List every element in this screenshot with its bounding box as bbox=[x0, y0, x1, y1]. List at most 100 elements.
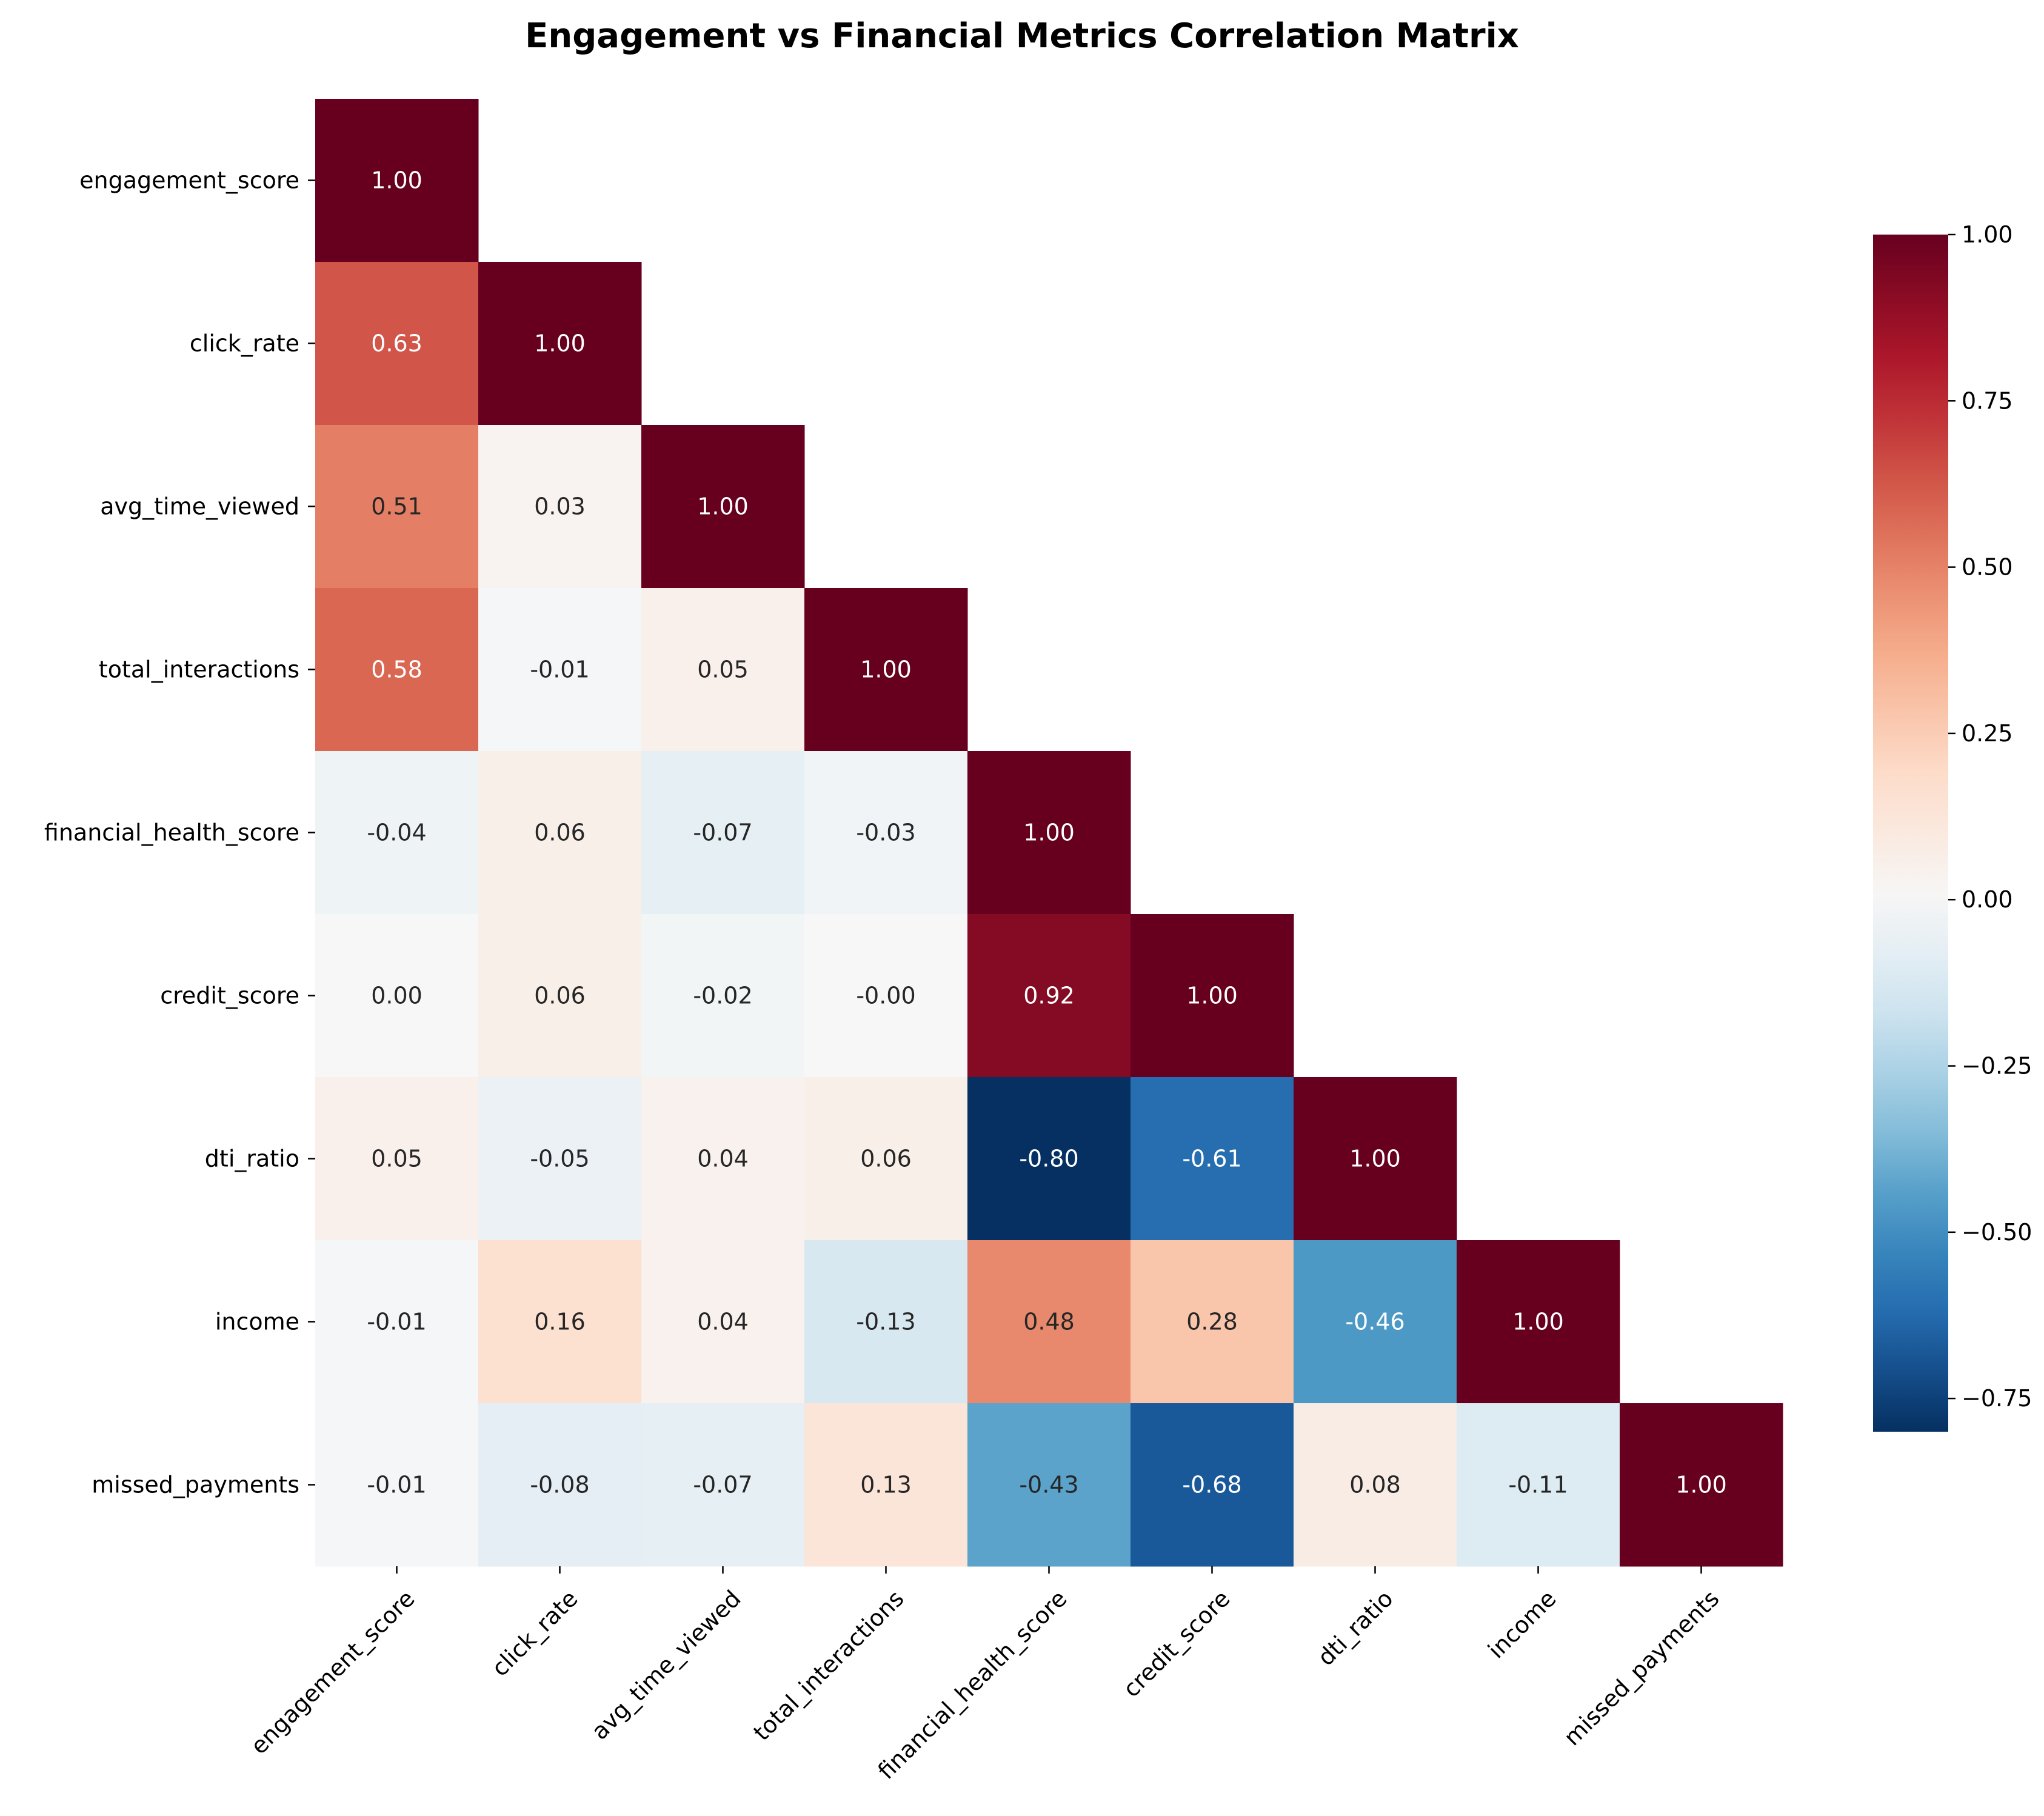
x-tick-label: income bbox=[1483, 1585, 1561, 1664]
heatmap-cell bbox=[1457, 1403, 1620, 1567]
heatmap-cell bbox=[315, 751, 479, 915]
heatmap-cell bbox=[1620, 1403, 1783, 1567]
heatmap-cell bbox=[967, 751, 1131, 915]
cell-value-label: 0.06 bbox=[534, 820, 586, 846]
heatmap-cells bbox=[315, 99, 1783, 1567]
heatmap-cell bbox=[804, 1240, 968, 1404]
heatmap-cell bbox=[1131, 914, 1294, 1078]
cell-value-label: 1.00 bbox=[534, 330, 586, 357]
heatmap-cell bbox=[315, 425, 479, 589]
colorbar-tick-label: 0.50 bbox=[1962, 554, 2013, 581]
cell-value-label: -0.01 bbox=[367, 1309, 426, 1335]
heatmap-cell bbox=[1294, 1403, 1457, 1567]
heatmap-cell bbox=[315, 99, 479, 262]
cell-value-label: 0.58 bbox=[371, 656, 422, 683]
cell-value-label: 0.13 bbox=[860, 1472, 912, 1498]
heatmap-cell bbox=[1294, 1077, 1457, 1241]
cell-value-label: -0.11 bbox=[1508, 1472, 1568, 1498]
heatmap-cell bbox=[1131, 1240, 1294, 1404]
heatmap-cell bbox=[478, 1240, 642, 1404]
heatmap-cell bbox=[804, 1077, 968, 1241]
cell-value-label: 1.00 bbox=[371, 167, 422, 194]
heatmap-cell bbox=[478, 914, 642, 1078]
x-tick-label: dti_ratio bbox=[1312, 1585, 1398, 1671]
x-tick-label: credit_score bbox=[1118, 1585, 1235, 1703]
cell-value-label: 0.06 bbox=[534, 983, 586, 1009]
cell-value-label: -0.68 bbox=[1182, 1472, 1241, 1498]
cell-value-label: -0.07 bbox=[693, 820, 752, 846]
heatmap-cell bbox=[478, 262, 642, 426]
cell-value-label: -0.05 bbox=[530, 1146, 589, 1172]
cell-value-label: -0.01 bbox=[367, 1472, 426, 1498]
heatmap-cell bbox=[1457, 1240, 1620, 1404]
heatmap-cell bbox=[967, 914, 1131, 1078]
cell-value-label: 0.06 bbox=[860, 1146, 912, 1172]
heatmap-cell bbox=[1294, 1240, 1457, 1404]
cell-value-label: 0.63 bbox=[371, 330, 422, 357]
heatmap-cell bbox=[641, 751, 805, 915]
heatmap-cell bbox=[641, 588, 805, 752]
heatmap-cell bbox=[478, 588, 642, 752]
y-tick-label: dti_ratio bbox=[205, 1146, 299, 1172]
cell-value-label: 0.16 bbox=[534, 1309, 586, 1335]
x-tick-label: total_interactions bbox=[748, 1585, 909, 1746]
heatmap-cell bbox=[315, 1240, 479, 1404]
x-tick-label: engagement_score bbox=[245, 1585, 420, 1760]
cell-value-label: -0.02 bbox=[693, 983, 752, 1009]
y-tick-label: avg_time_viewed bbox=[100, 493, 299, 520]
heatmap-cell bbox=[478, 425, 642, 589]
heatmap-cell bbox=[315, 1077, 479, 1241]
x-axis: engagement_score click_rate avg_time_viewe… bbox=[245, 1566, 1725, 1784]
cell-value-label: -0.43 bbox=[1019, 1472, 1078, 1498]
heatmap-cell bbox=[641, 1077, 805, 1241]
colorbar-tick-label: −0.75 bbox=[1962, 1385, 2032, 1412]
cell-value-label: -0.07 bbox=[693, 1472, 752, 1498]
cell-value-label: 1.00 bbox=[1512, 1309, 1564, 1335]
y-tick-label: engagement_score bbox=[79, 167, 299, 194]
cell-value-label: 1.00 bbox=[1186, 983, 1238, 1009]
heatmap-cell bbox=[967, 1077, 1131, 1241]
heatmap-cell bbox=[315, 262, 479, 426]
heatmap-cell bbox=[1131, 1077, 1294, 1241]
heatmap-cell bbox=[641, 1403, 805, 1567]
cell-value-label: 1.00 bbox=[1023, 820, 1075, 846]
x-tick-label: financial_health_score bbox=[873, 1585, 1072, 1784]
cell-value-label: 0.00 bbox=[371, 983, 422, 1009]
colorbar-gradient bbox=[1873, 235, 1948, 1432]
y-tick-label: credit_score bbox=[160, 983, 299, 1009]
heatmap-cell bbox=[641, 1240, 805, 1404]
cell-value-label: 0.28 bbox=[1186, 1309, 1238, 1335]
heatmap-cell bbox=[478, 751, 642, 915]
heatmap-cell bbox=[315, 588, 479, 752]
heatmap-cell bbox=[804, 914, 968, 1078]
colorbar-tick-label: −0.50 bbox=[1962, 1219, 2032, 1246]
cell-value-label: -0.01 bbox=[530, 656, 589, 683]
cell-value-label: 0.51 bbox=[371, 493, 422, 520]
heatmap-cell bbox=[1131, 1403, 1294, 1567]
heatmap-cell bbox=[315, 914, 479, 1078]
heatmap-cell bbox=[804, 1403, 968, 1567]
y-axis: engagement_score click_rate avg_time_viewe… bbox=[44, 167, 315, 1498]
cell-value-label: 1.00 bbox=[697, 493, 749, 520]
cell-value-label: -0.03 bbox=[856, 820, 915, 846]
cell-value-label: 1.00 bbox=[860, 656, 912, 683]
heatmap-cell bbox=[315, 1403, 479, 1567]
colorbar-tick-label: −0.25 bbox=[1962, 1053, 2032, 1080]
y-tick-label: click_rate bbox=[190, 330, 299, 357]
colorbar-tick-label: 0.75 bbox=[1962, 387, 2013, 414]
cell-value-label: -0.04 bbox=[367, 820, 426, 846]
x-tick-label: avg_time_viewed bbox=[586, 1585, 746, 1745]
chart-title: Engagement vs Financial Metrics Correlat… bbox=[525, 16, 1519, 56]
colorbar-tick-label: 0.25 bbox=[1962, 720, 2013, 747]
cell-value-label: 0.92 bbox=[1023, 983, 1075, 1009]
cell-value-label: 0.05 bbox=[697, 656, 749, 683]
heatmap-cell bbox=[478, 1077, 642, 1241]
y-tick-label: total_interactions bbox=[99, 656, 299, 683]
colorbar-tick-label: 0.00 bbox=[1962, 886, 2013, 913]
heatmap-cell-labels: 1.00 0.63 1.00 0.51 0.03 1.00 0.58 -0.01 0.05 1.0… bbox=[367, 167, 1726, 1498]
cell-value-label: 1.00 bbox=[1349, 1146, 1401, 1172]
cell-value-label: -0.08 bbox=[530, 1472, 589, 1498]
y-tick-label: income bbox=[215, 1309, 299, 1335]
heatmap-cell bbox=[804, 751, 968, 915]
